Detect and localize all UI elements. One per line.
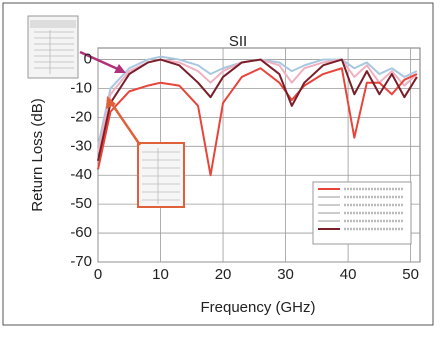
y-tick-label: -30 [70, 137, 92, 154]
x-tick-label: 50 [402, 266, 419, 283]
y-tick-label: 0 [84, 51, 92, 68]
page: {"chart_data": {"type": "line", "title":… [0, 0, 441, 337]
x-tick-label: 0 [94, 266, 102, 283]
inset-table-bottom [138, 143, 184, 207]
chart-title: SII [229, 33, 247, 50]
y-tick-label: -70 [70, 253, 92, 270]
x-tick-label: 40 [340, 266, 357, 283]
y-tick-label: -10 [70, 79, 92, 96]
x-tick-label: 20 [215, 266, 232, 283]
y-axis-label: Return Loss (dB) [29, 98, 46, 211]
x-axis-label: Frequency (GHz) [200, 299, 315, 316]
y-tick-label: -50 [70, 195, 92, 212]
chart: SII Frequency (GHz) Return Loss (dB) 0 -1… [0, 0, 441, 337]
legend [313, 182, 411, 244]
y-tick-label: -60 [70, 224, 92, 241]
x-tick-label: 30 [277, 266, 294, 283]
y-tick-label: -20 [70, 108, 92, 125]
inset-table-top [28, 16, 78, 78]
x-tick-label: 10 [152, 266, 169, 283]
y-tick-label: -40 [70, 166, 92, 183]
